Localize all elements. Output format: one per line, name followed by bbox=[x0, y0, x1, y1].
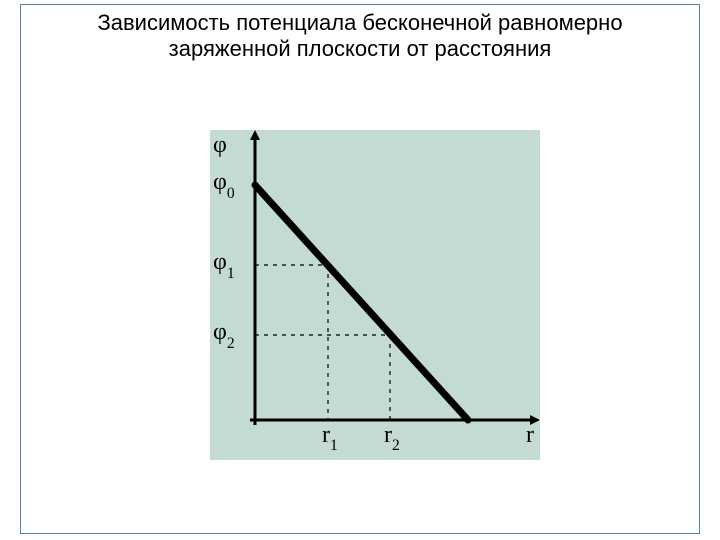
xlabel-r: r bbox=[526, 422, 534, 449]
ylabel-phi1: φ1 bbox=[213, 249, 235, 280]
title-line1: Зависимость потенциала бесконечной равно… bbox=[97, 10, 622, 35]
ylabel-phi2: φ2 bbox=[213, 319, 235, 350]
title-line2: заряженной плоскости от расстояния bbox=[169, 36, 552, 61]
slide-title: Зависимость потенциала бесконечной равно… bbox=[20, 10, 700, 62]
ylabel-phi: φ bbox=[213, 132, 227, 159]
xlabel-r2: r2 bbox=[384, 422, 400, 453]
xlabel-r1: r1 bbox=[322, 422, 338, 453]
main-line bbox=[255, 185, 468, 420]
ylabel-phi0: φ0 bbox=[213, 169, 235, 200]
dashed-guides bbox=[255, 265, 390, 420]
chart-svg bbox=[210, 130, 540, 460]
axes bbox=[250, 130, 540, 425]
